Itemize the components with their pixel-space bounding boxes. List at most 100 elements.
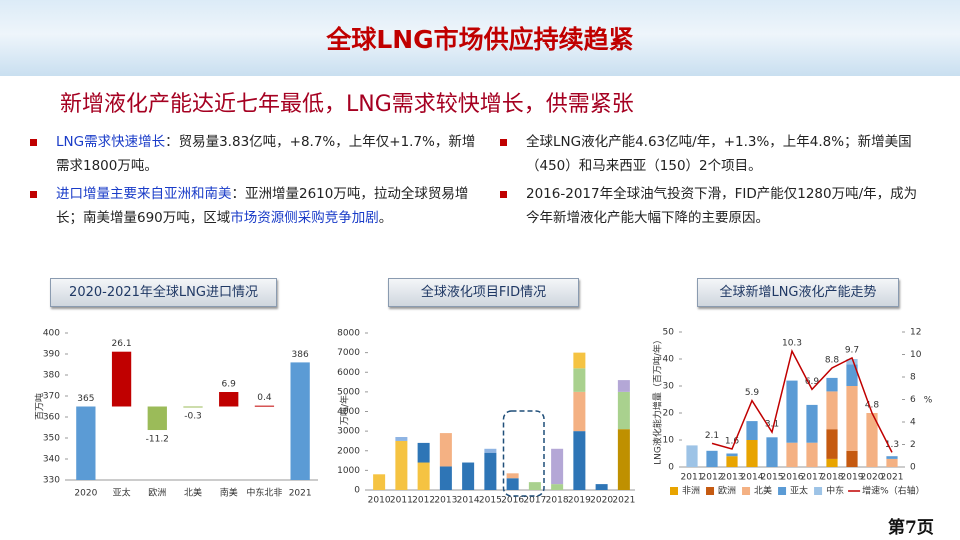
bullet-text: 市场资源侧采购竞争加剧 — [230, 210, 379, 226]
x-tick-label: 2020 — [590, 496, 613, 506]
bar-segment — [395, 440, 408, 490]
legend-label: 中东 — [826, 485, 844, 497]
y-axis-label: 百万吨 — [34, 393, 46, 420]
y-tick-label: 350 — [43, 434, 60, 444]
legend-label: 欧洲 — [718, 485, 736, 497]
data-label: -0.3 — [184, 412, 202, 422]
x-tick-label: 2020 — [74, 489, 97, 499]
bar-segment — [806, 404, 818, 443]
y-tick-label: 0 — [668, 463, 674, 473]
data-label: 4.8 — [865, 401, 880, 411]
data-label: 5.9 — [745, 388, 760, 398]
y-tick-label: 360 — [43, 413, 60, 423]
y-tick-label: 8000 — [337, 329, 360, 339]
data-label: 365 — [77, 394, 94, 404]
bar-segment — [573, 352, 586, 369]
data-label: 26.1 — [112, 339, 132, 349]
bar-segment — [573, 431, 586, 490]
bar-segment — [786, 442, 798, 467]
bar-segment — [595, 484, 608, 490]
subtitle: 新增液化产能达近七年最低，LNG需求较快增长，供需紧张 — [60, 92, 634, 117]
bar-segment — [462, 462, 475, 490]
bar-segment — [484, 448, 497, 453]
y-tick-label: 50 — [663, 328, 675, 338]
x-tick-label: 2017 — [801, 473, 824, 483]
y-tick-label: 6000 — [337, 368, 360, 378]
y-tick-label: 10 — [663, 436, 675, 446]
bar-segment — [826, 429, 838, 459]
data-label: 8.8 — [825, 356, 840, 366]
bar-segment — [573, 391, 586, 432]
x-tick-label: 2014 — [741, 473, 764, 483]
x-tick-label: 中东北非 — [246, 487, 282, 499]
x-tick-label: 2020 — [861, 473, 884, 483]
bar-segment — [846, 364, 858, 386]
x-tick-label: 2017 — [523, 496, 546, 506]
y-tick-label: 6 — [910, 395, 916, 405]
bar-segment — [746, 440, 758, 467]
data-label: 1.3 — [885, 440, 899, 450]
bar-segment — [439, 433, 452, 467]
bar-segment — [551, 448, 564, 485]
bar — [183, 406, 203, 408]
legend-swatch — [742, 487, 751, 495]
y-tick-label: 390 — [43, 350, 60, 360]
data-label: 3.1 — [765, 420, 779, 430]
data-label: 10.3 — [782, 339, 802, 349]
y-tick-label: 2000 — [337, 446, 360, 456]
bar-segment — [826, 391, 838, 430]
y-tick-label: 370 — [43, 392, 60, 402]
bullet-text: 全球LNG液化产能4.63亿吨/年，+1.3%，上年4.8%；新增美国（450）… — [526, 134, 912, 174]
bar — [76, 406, 96, 480]
line — [711, 349, 893, 453]
x-tick-label: 2021 — [289, 489, 312, 499]
bullets-right: 全球LNG液化产能4.63亿吨/年，+1.3%，上年4.8%；新增美国（450）… — [496, 130, 926, 234]
bullet-text: LNG需求快速增长 — [56, 134, 166, 150]
highlight-box — [502, 410, 545, 497]
x-tick-label: 2016 — [781, 473, 804, 483]
bar-segment — [686, 445, 698, 467]
bar — [290, 362, 310, 480]
bar — [219, 392, 239, 407]
page-number: 第7页 — [888, 518, 934, 538]
data-label: 0.4 — [257, 393, 272, 403]
bar-segment — [484, 452, 497, 490]
y-tick-label: 10 — [910, 350, 922, 360]
y-axis-label: LNG液化能力增量（百万吨/年） — [652, 335, 664, 465]
x-tick-label: 北美 — [184, 487, 202, 499]
legend-label: 北美 — [754, 485, 772, 497]
data-label: 6.9 — [222, 380, 237, 390]
bar-segment — [417, 442, 430, 463]
bar-segment — [806, 442, 818, 467]
legend-swatch — [706, 487, 715, 495]
bar-segment — [726, 456, 738, 467]
x-tick-label: 2011 — [390, 496, 413, 506]
x-tick-label: 2015 — [761, 473, 784, 483]
x-tick-label: 2019 — [841, 473, 864, 483]
y-tick-label: 4 — [910, 418, 916, 428]
data-label: 386 — [292, 350, 309, 360]
data-label: 1.6 — [725, 437, 740, 447]
legend-label: 增速%（右轴） — [862, 485, 925, 497]
x-tick-label: 2013 — [721, 473, 744, 483]
y-tick-label: 8 — [910, 373, 916, 383]
y-tick-label: 3000 — [337, 427, 360, 437]
y-tick-label: 2 — [910, 440, 916, 450]
data-label: 9.7 — [845, 345, 859, 355]
bullets-left: LNG需求快速增长：贸易量3.83亿吨，+8.7%，上年仅+1.7%，新增需求1… — [26, 130, 481, 234]
y-tick-label: 4000 — [337, 407, 360, 417]
bullet-text: ：亚洲增量2610万吨，拉动全球贸易增长；南美增量690万吨，区域 — [56, 186, 469, 226]
x-tick-label: 2016 — [501, 496, 524, 506]
x-tick-label: 2012 — [412, 496, 435, 506]
bullet: 全球LNG液化产能4.63亿吨/年，+1.3%，上年4.8%；新增美国（450）… — [496, 130, 926, 178]
x-tick-label: 2012 — [701, 473, 724, 483]
bar-segment — [726, 453, 738, 457]
y-tick-label: 380 — [43, 371, 60, 381]
chart-title: 2020-2021年全球LNG进口情况 — [50, 278, 277, 307]
bullet: 2016-2017年全球油气投资下滑，FID产能仅1280万吨/年，成为今年新增… — [496, 182, 926, 230]
bar-segment — [746, 421, 758, 440]
bar-segment — [786, 380, 798, 443]
legend-swatch — [670, 487, 678, 495]
